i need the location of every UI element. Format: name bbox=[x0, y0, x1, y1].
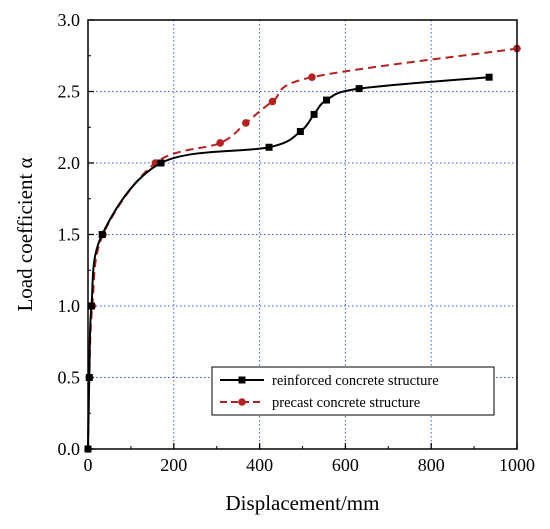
x-tick-label: 200 bbox=[160, 455, 187, 475]
data-point bbox=[242, 119, 250, 127]
data-point bbox=[323, 96, 331, 104]
legend-item: precast concrete structure bbox=[220, 395, 420, 411]
x-tick-label: 800 bbox=[418, 455, 445, 475]
data-point bbox=[268, 97, 277, 106]
data-point bbox=[98, 231, 106, 238]
y-tick-label: 0.5 bbox=[58, 368, 81, 388]
data-point bbox=[308, 73, 316, 81]
data-point bbox=[216, 139, 224, 147]
legend: reinforced concrete structure precast con… bbox=[211, 366, 495, 416]
axis-ticks: 0 200 400 600 800 1000 0.0 0.5 1.0 1.5 2.0 2.5 3.0 bbox=[58, 10, 536, 475]
legend-swatch-marker bbox=[238, 398, 246, 406]
x-tick-label: 1000 bbox=[499, 455, 535, 475]
y-tick-label: 0.0 bbox=[58, 439, 81, 459]
data-point bbox=[157, 159, 165, 167]
legend-label: precast concrete structure bbox=[272, 395, 420, 411]
data-point bbox=[310, 110, 318, 118]
x-tick-label: 600 bbox=[332, 455, 359, 475]
legend-box bbox=[211, 366, 495, 416]
series-line bbox=[87, 76, 490, 450]
y-tick-label: 3.0 bbox=[58, 10, 81, 30]
y-tick-label: 2.5 bbox=[58, 82, 81, 102]
data-point bbox=[296, 128, 304, 136]
data-point bbox=[485, 73, 493, 81]
legend-label: reinforced concrete structure bbox=[272, 373, 439, 389]
y-tick-label: 1.0 bbox=[58, 296, 81, 316]
legend-item: reinforced concrete structure bbox=[220, 373, 439, 389]
legend-swatch-marker bbox=[238, 376, 246, 384]
x-tick-label: 0 bbox=[84, 455, 93, 475]
data-point bbox=[355, 85, 363, 93]
y-axis-title: Load coefficient α bbox=[13, 157, 37, 311]
y-tick-label: 2.0 bbox=[58, 153, 81, 173]
x-axis-title: Displacement/mm bbox=[226, 491, 380, 515]
data-point bbox=[265, 143, 273, 151]
x-tick-label: 400 bbox=[246, 455, 273, 475]
y-tick-label: 1.5 bbox=[58, 225, 81, 245]
